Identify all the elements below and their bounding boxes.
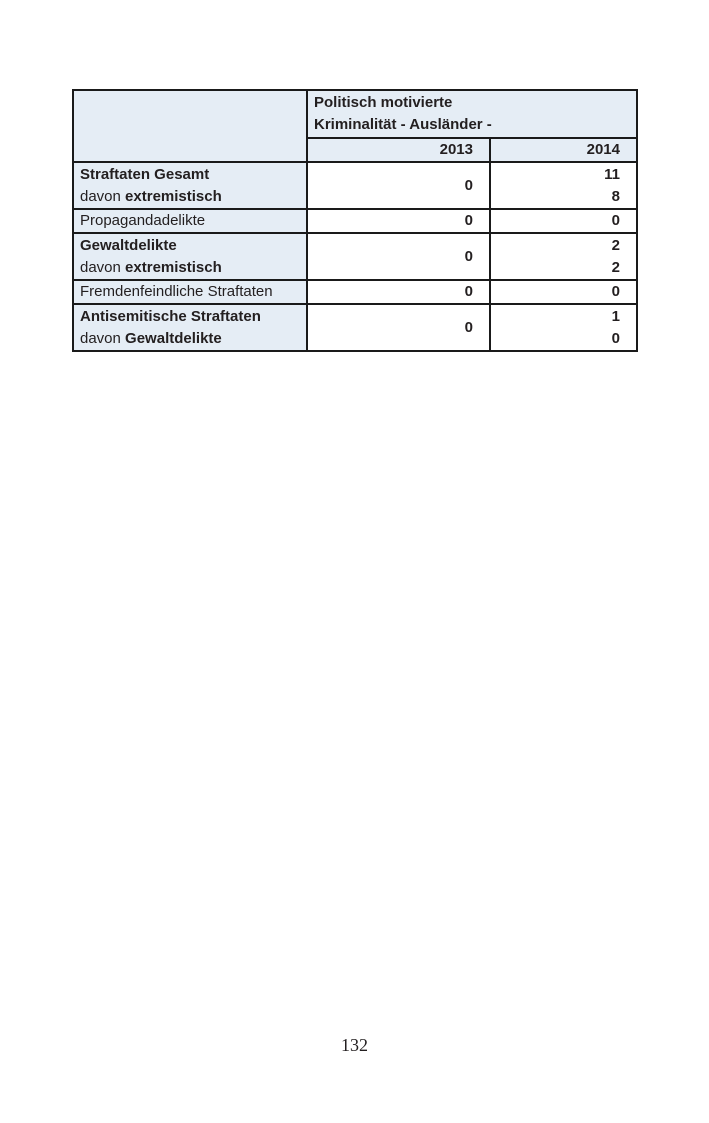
table-row-fremdenfeindliche-straftaten: Fremdenfeindliche Straftaten 0 0 bbox=[72, 279, 638, 305]
empty-corner-cell bbox=[72, 89, 308, 163]
table-row-straftaten-gesamt: Straftaten Gesamt davon extremistisch 0 … bbox=[72, 161, 638, 210]
row-label: Straftaten Gesamt bbox=[80, 165, 210, 183]
row-label-cell: Gewaltdelikte davon extremistisch bbox=[72, 232, 308, 281]
table-title-line1: Politisch motivierte bbox=[314, 94, 453, 111]
page-number: 132 bbox=[341, 1035, 368, 1055]
row-label: Fremdenfeindliche Straftaten bbox=[72, 279, 308, 305]
value-2013: 0 bbox=[306, 208, 491, 234]
table-header-row-title: Politisch motivierte Kriminalität - Ausl… bbox=[72, 89, 638, 163]
row-label-cell: Antisemitische Straftaten davon Gewaltde… bbox=[72, 303, 308, 352]
value-2013: 0 bbox=[306, 161, 491, 210]
value-2014: 1 0 bbox=[489, 303, 638, 352]
year-header-2014: 2014 bbox=[489, 137, 638, 163]
value-2014: 0 bbox=[489, 208, 638, 234]
row-label: Propagandadelikte bbox=[72, 208, 308, 234]
table-title-line2: Kriminalität - Ausländer - bbox=[314, 116, 492, 133]
statistics-table: Politisch motivierte Kriminalität - Ausl… bbox=[72, 89, 638, 352]
row-sublabel: davon extremistisch bbox=[80, 187, 222, 205]
table-header-row-years: 2013 2014 bbox=[73, 137, 638, 163]
value-2013: 0 bbox=[306, 279, 491, 305]
row-sublabel: davon Gewaltdelikte bbox=[80, 329, 222, 347]
year-header-2013: 2013 bbox=[306, 137, 491, 163]
row-label-cell: Straftaten Gesamt davon extremistisch bbox=[72, 161, 308, 210]
value-2014: 11 8 bbox=[489, 161, 638, 210]
row-sublabel: davon extremistisch bbox=[80, 258, 222, 276]
value-2013: 0 bbox=[306, 232, 491, 281]
value-2014: 2 2 bbox=[489, 232, 638, 281]
row-label: Antisemitische Straftaten bbox=[80, 307, 261, 325]
value-2014: 0 bbox=[489, 279, 638, 305]
table-row-propagandadelikte: Propagandadelikte 0 0 bbox=[72, 208, 638, 234]
table-row-antisemitische-straftaten: Antisemitische Straftaten davon Gewaltde… bbox=[72, 303, 638, 352]
table-title-cell: Politisch motivierte Kriminalität - Ausl… bbox=[306, 89, 638, 139]
value-2013: 0 bbox=[306, 303, 491, 352]
table-row-gewaltdelikte: Gewaltdelikte davon extremistisch 0 2 2 bbox=[72, 232, 638, 281]
row-label: Gewaltdelikte bbox=[80, 236, 177, 254]
